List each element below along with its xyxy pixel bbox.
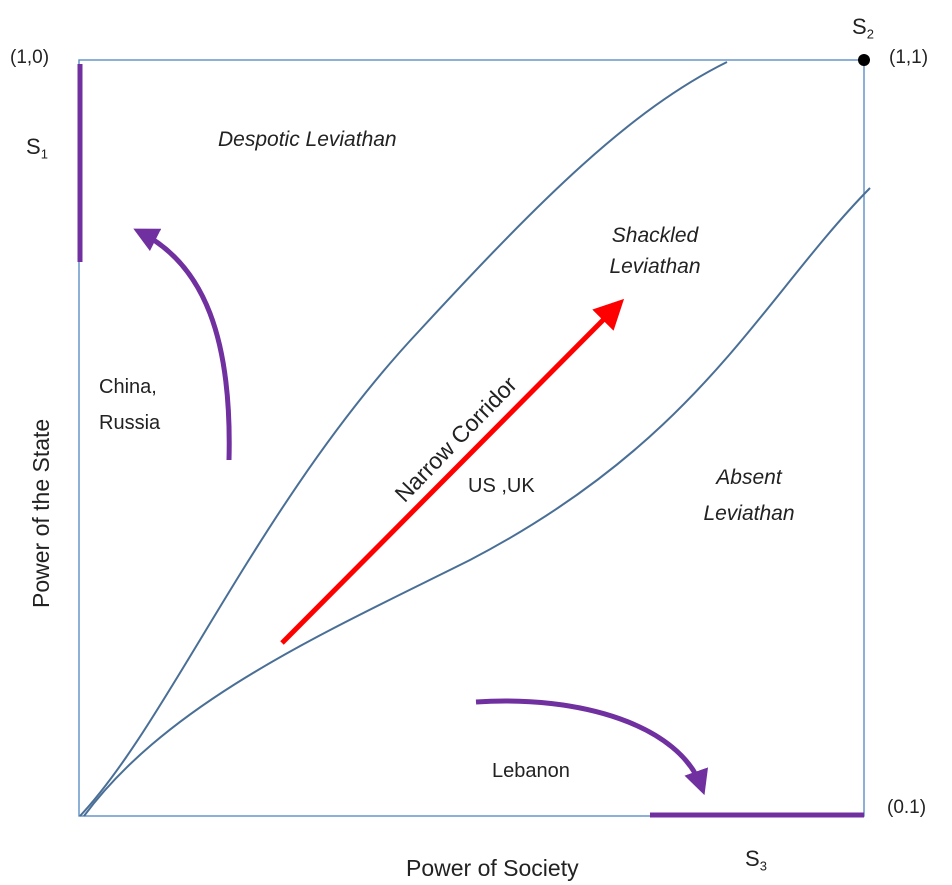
shackled-leviathan-label: Shackled Leviathan bbox=[585, 224, 725, 279]
s3-subscript: 3 bbox=[759, 858, 767, 874]
corridor-arrow bbox=[280, 298, 625, 645]
china-russia-label: China, Russia bbox=[99, 376, 160, 435]
s1-label: S1 bbox=[26, 134, 48, 162]
shackled-line-1: Shackled bbox=[611, 224, 699, 247]
despotic-curved-arrow bbox=[133, 228, 232, 461]
china-line: China, bbox=[99, 376, 157, 398]
corner-label-top-right: (1,1) bbox=[889, 47, 929, 68]
absent-curved-arrow bbox=[475, 698, 709, 796]
us-uk-label: US ,UK bbox=[468, 475, 535, 497]
despotic-leviathan-label: Despotic Leviathan bbox=[218, 128, 397, 151]
s1-letter: S bbox=[26, 134, 41, 159]
diagram-frame bbox=[78, 59, 865, 817]
shackled-line-2: Leviathan bbox=[609, 255, 701, 278]
y-axis-label: Power of the State bbox=[28, 418, 54, 608]
s2-label: S2 bbox=[852, 14, 874, 42]
s2-point bbox=[858, 54, 870, 66]
x-axis-label: Power of Society bbox=[406, 855, 579, 881]
absent-leviathan-label: Absent Leviathan bbox=[684, 466, 814, 526]
s3-letter: S bbox=[745, 846, 760, 871]
s2-subscript: 2 bbox=[866, 26, 874, 42]
lebanon-label: Lebanon bbox=[492, 760, 570, 782]
s1-subscript: 1 bbox=[40, 146, 48, 162]
corridor-upper-boundary-curve bbox=[79, 61, 728, 817]
absent-line-1: Absent bbox=[716, 466, 782, 489]
corner-label-top-left: (1,0) bbox=[10, 47, 50, 68]
absent-line-2: Leviathan bbox=[703, 502, 795, 525]
corner-label-bottom-right: (0.1) bbox=[887, 797, 927, 818]
s2-letter: S bbox=[852, 14, 867, 39]
russia-line: Russia bbox=[99, 412, 161, 434]
corridor-lower-boundary-curve bbox=[83, 187, 871, 817]
s3-label: S3 bbox=[745, 846, 767, 874]
